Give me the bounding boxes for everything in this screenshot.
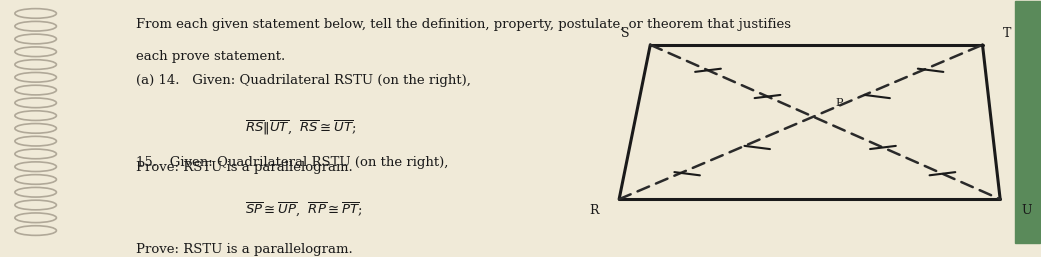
Text: 15.   Given: Quadrilateral RSTU (on the right),: 15. Given: Quadrilateral RSTU (on the ri…: [136, 156, 449, 169]
Text: R: R: [589, 204, 599, 217]
Text: U: U: [1021, 204, 1032, 217]
Text: $\overline{SP}\cong\overline{UP}$,  $\overline{RP}\cong\overline{PT}$;: $\overline{SP}\cong\overline{UP}$, $\ove…: [246, 200, 363, 218]
Bar: [1015, 1, 1040, 243]
Text: Prove: RSTU is a parallelogram.: Prove: RSTU is a parallelogram.: [136, 243, 353, 256]
Text: P: P: [836, 97, 843, 107]
Text: $\overline{RS}\|\overline{UT}$,  $\overline{RS}\cong\overline{UT}$;: $\overline{RS}\|\overline{UT}$, $\overli…: [246, 118, 357, 137]
Text: (a) 14.   Given: Quadrilateral RSTU (on the right),: (a) 14. Given: Quadrilateral RSTU (on th…: [136, 74, 472, 87]
Text: each prove statement.: each prove statement.: [136, 50, 285, 63]
Text: S: S: [621, 27, 630, 40]
Text: From each given statement below, tell the definition, property, postulate, or th: From each given statement below, tell th…: [136, 18, 791, 31]
Text: Prove: RSTU is a parallelogram.: Prove: RSTU is a parallelogram.: [136, 161, 353, 173]
Text: T: T: [1004, 27, 1012, 40]
